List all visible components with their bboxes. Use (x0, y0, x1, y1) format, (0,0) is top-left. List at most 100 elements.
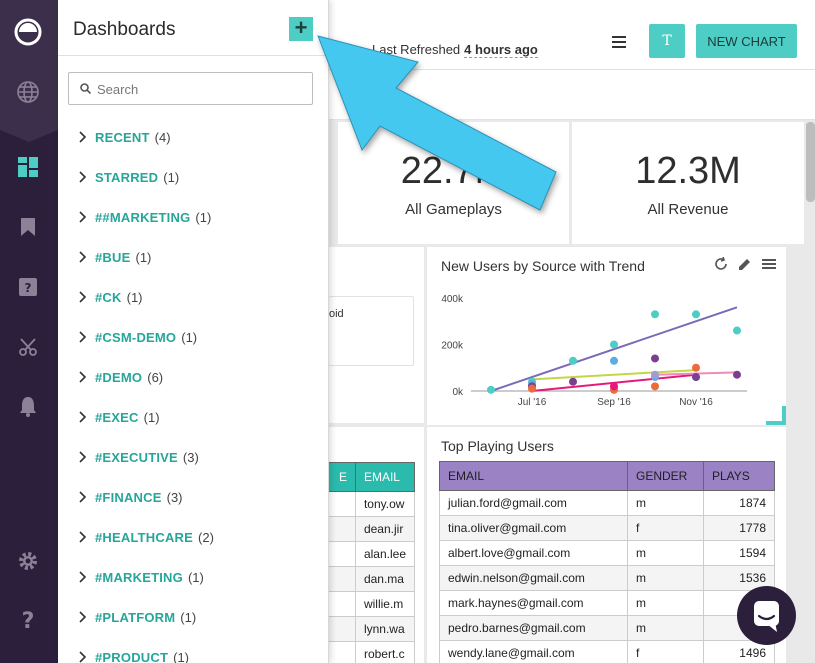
avatar-button[interactable]: T (649, 24, 685, 58)
table-row[interactable]: mark.haynes@gmail.com m (439, 590, 775, 616)
page-scrollbar[interactable] (806, 122, 815, 202)
folder-count: (1) (163, 169, 180, 185)
folder-item[interactable]: #CK (1) (76, 287, 143, 307)
column-header-email[interactable]: EMAIL (439, 461, 628, 491)
table-row[interactable]: pedro.barnes@gmail.com m (439, 615, 775, 641)
data-point (692, 373, 700, 382)
chevron-right-icon (79, 211, 87, 223)
chevron-right-icon (79, 131, 87, 143)
report-icon[interactable]: ? (14, 273, 42, 301)
data-point (610, 356, 618, 365)
folder-count: (1) (195, 209, 212, 225)
email-cell: wendy.lane@gmail.com (439, 640, 628, 663)
table-row[interactable]: alan.lee (319, 541, 416, 567)
email-cell: mark.haynes@gmail.com (439, 590, 628, 616)
column-header-email[interactable]: EMAIL (354, 462, 416, 492)
chevron-right-icon (79, 291, 87, 303)
folder-item[interactable]: #HEALTHCARE (2) (76, 527, 214, 547)
table-row[interactable]: albert.love@gmail.com m 1594 (439, 540, 775, 566)
chat-button[interactable] (737, 586, 796, 645)
gear-icon[interactable] (14, 547, 42, 575)
last-refreshed-value[interactable]: 4 hours ago (464, 42, 538, 58)
folder-name: #FINANCE (95, 489, 162, 505)
folder-count: (1) (187, 569, 204, 585)
search-input[interactable] (97, 79, 302, 99)
resize-handle[interactable] (766, 406, 786, 425)
folder-item[interactable]: #PRODUCT (1) (76, 647, 189, 663)
new-chart-button[interactable]: NEW CHART (696, 24, 797, 58)
folder-item[interactable]: #DEMO (6) (76, 367, 163, 387)
help-icon[interactable]: ? (14, 606, 42, 634)
folder-item[interactable]: #CSM-DEMO (1) (76, 327, 197, 347)
folder-item[interactable]: RECENT (4) (76, 127, 171, 147)
folder-item[interactable]: #FINANCE (3) (76, 487, 183, 507)
search-field[interactable] (68, 72, 313, 105)
table-row[interactable]: willie.m (319, 591, 416, 617)
chevron-right-icon (79, 171, 87, 183)
folder-item[interactable]: ##MARKETING (1) (76, 207, 211, 227)
metric-value: 12.3M (635, 150, 741, 192)
table-row[interactable]: dean.jir (319, 516, 416, 542)
add-dashboard-button[interactable]: + (289, 17, 313, 41)
folder-count: (1) (135, 249, 152, 265)
legend-box: oid (329, 296, 414, 366)
email-cell: edwin.nelson@gmail.com (439, 565, 628, 591)
menu-icon[interactable] (612, 36, 626, 51)
email-cell: pedro.barnes@gmail.com (439, 615, 628, 641)
table-row[interactable]: wendy.lane@gmail.com f 1496 (439, 640, 775, 663)
last-refreshed-label: Last Refreshed (372, 42, 461, 57)
data-point (733, 326, 741, 335)
chevron-right-icon (79, 371, 87, 383)
folder-item[interactable]: #EXEC (1) (76, 407, 160, 427)
folder-count: (2) (198, 529, 214, 545)
gender-cell: f (627, 515, 704, 541)
bookmark-icon[interactable] (14, 213, 42, 241)
search-icon (80, 83, 91, 94)
scissors-icon[interactable] (14, 333, 42, 361)
column-header-gender[interactable]: GENDER (627, 461, 704, 491)
edit-icon[interactable] (738, 257, 752, 271)
folder-count: (1) (180, 609, 197, 625)
gender-cell: f (627, 640, 704, 663)
refresh-icon[interactable] (714, 257, 728, 271)
globe-icon[interactable] (14, 78, 42, 106)
folder-item[interactable]: #PLATFORM (1) (76, 607, 196, 627)
folder-count: (3) (182, 449, 199, 465)
folder-item[interactable]: #BUE (1) (76, 247, 151, 267)
folder-name: #PRODUCT (95, 649, 169, 663)
table-row[interactable]: julian.ford@gmail.com m 1874 (439, 490, 775, 516)
folder-item[interactable]: #MARKETING (1) (76, 567, 204, 587)
trend-chart-plot: 0k 200k 400k Jul '16 Sep '16 Nov '16 (441, 294, 747, 408)
data-point (692, 310, 700, 319)
folder-name: #CK (95, 289, 122, 305)
table-row[interactable]: edwin.nelson@gmail.com m 1536 (439, 565, 775, 591)
bell-icon[interactable] (14, 393, 42, 421)
email-cell: dan.ma (354, 566, 416, 592)
plays-cell: 1594 (703, 540, 775, 566)
table-row[interactable]: robert.c (319, 641, 416, 663)
folder-name: #PLATFORM (95, 609, 176, 625)
folder-name: #EXECUTIVE (95, 449, 178, 465)
dashboard-icon[interactable] (14, 153, 42, 181)
trend-line (531, 369, 697, 381)
folder-item[interactable]: STARRED (1) (76, 167, 179, 187)
data-point (651, 382, 659, 391)
plays-cell: 1874 (703, 490, 775, 516)
chart-title: New Users by Source with Trend (441, 258, 645, 274)
column-header-plays[interactable]: PLAYS (703, 461, 775, 491)
chart-tools (714, 257, 776, 271)
table-row[interactable]: dan.ma (319, 566, 416, 592)
email-cell: lynn.wa (354, 616, 416, 642)
rail-header (0, 0, 58, 142)
folder-name: #BUE (95, 249, 131, 265)
folder-item[interactable]: #EXECUTIVE (3) (76, 447, 199, 467)
table-row[interactable]: tina.oliver@gmail.com f 1778 (439, 515, 775, 541)
table-row[interactable]: tony.ow (319, 491, 416, 517)
logo-icon[interactable] (14, 18, 42, 46)
chart-menu-icon[interactable] (762, 257, 776, 271)
chevron-right-icon (79, 651, 87, 663)
table-row[interactable]: lynn.wa (319, 616, 416, 642)
chevron-right-icon (79, 531, 87, 543)
top-users-card: Top Playing Users EMAIL GENDER PLAYS jul… (427, 427, 786, 663)
svg-text:?: ? (25, 281, 32, 295)
